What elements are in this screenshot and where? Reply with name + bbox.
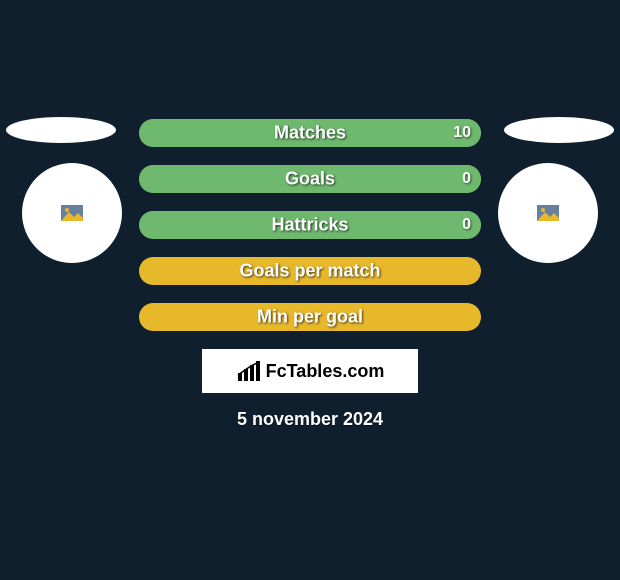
stat-bar-value: 0: [462, 216, 471, 234]
player-left-badge: [22, 163, 122, 263]
brand-badge: FcTables.com: [202, 349, 418, 393]
player-left-ellipse: [6, 117, 116, 143]
placeholder-image-icon: [537, 205, 559, 221]
stat-bar: Goals per match: [139, 257, 481, 285]
brand-chart-icon: [236, 361, 262, 381]
stat-bar-label: Goals: [285, 169, 335, 190]
brand-text: FcTables.com: [266, 361, 385, 382]
date-text: 5 november 2024: [0, 409, 620, 430]
stat-bar-label: Goals per match: [239, 261, 380, 282]
stat-bar: Goals 0: [139, 165, 481, 193]
stat-bar-label: Matches: [274, 123, 346, 144]
stat-bar-label: Min per goal: [257, 307, 363, 328]
stat-bar-value: 10: [453, 124, 471, 142]
stat-bar-value: 0: [462, 170, 471, 188]
placeholder-image-icon: [61, 205, 83, 221]
stat-bars: Matches 10 Goals 0 Hattricks 0 Goals per…: [139, 119, 481, 331]
player-right-badge: [498, 163, 598, 263]
chart-stage: Matches 10 Goals 0 Hattricks 0 Goals per…: [0, 119, 620, 430]
stat-bar-label: Hattricks: [271, 215, 348, 236]
stat-bar: Hattricks 0: [139, 211, 481, 239]
stat-bar: Min per goal: [139, 303, 481, 331]
stat-bar: Matches 10: [139, 119, 481, 147]
player-right-ellipse: [504, 117, 614, 143]
